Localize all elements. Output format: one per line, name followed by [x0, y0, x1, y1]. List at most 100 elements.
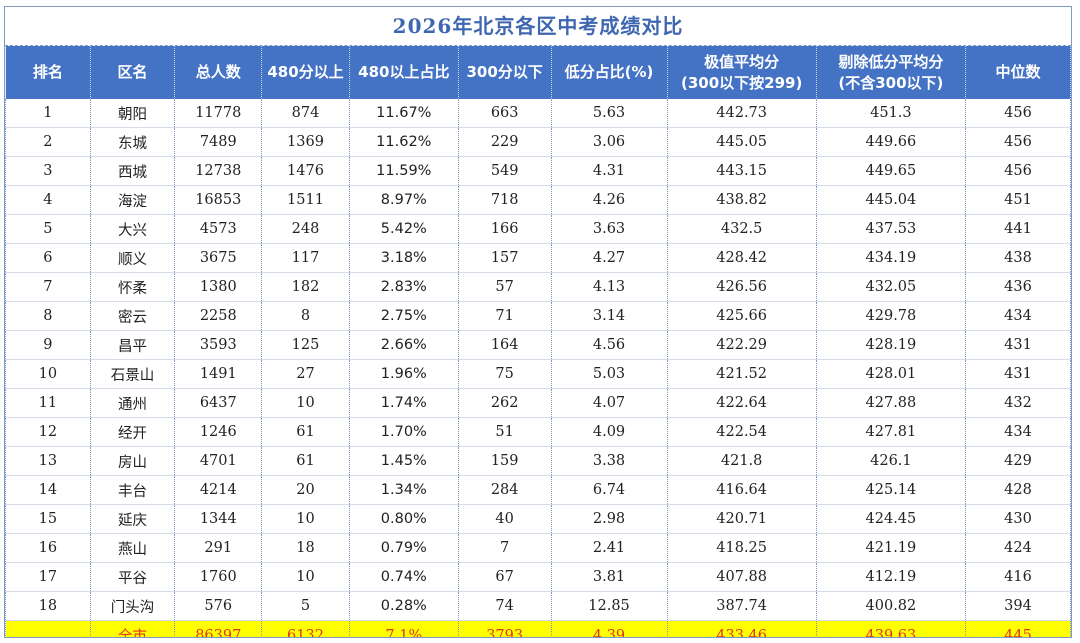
table-cell: 456 — [965, 99, 1071, 128]
table-cell: 427.88 — [815, 388, 967, 418]
table-cell: 75 — [457, 359, 552, 389]
table-row[interactable]: 9 昌平 3593 125 2.66% 164 4.56 422.29 428.19 431 — [5, 330, 1071, 360]
column-header[interactable]: 480以上占比 — [348, 46, 459, 99]
table-cell: 1.45% — [348, 446, 459, 476]
table-cell: 16853 — [174, 185, 263, 215]
column-header[interactable]: 480分以上 — [261, 46, 350, 99]
table-cell: 10 — [5, 359, 91, 389]
table-row[interactable]: 17 平谷 1760 10 0.74% 67 3.81 407.88 412.19 416 — [5, 562, 1071, 592]
table-cell: 14 — [5, 475, 91, 505]
table-cell: 3.14 — [550, 301, 668, 331]
table-cell: 182 — [261, 272, 350, 302]
table-cell: 387.74 — [666, 591, 817, 621]
table-cell: 4.07 — [550, 388, 668, 418]
column-header[interactable]: 中位数 — [965, 46, 1071, 99]
table-cell: 432.5 — [666, 214, 817, 244]
total-cell: 445 — [965, 620, 1071, 637]
table-cell: 7 — [457, 533, 552, 563]
total-cell — [5, 620, 91, 637]
table-cell: 40 — [457, 504, 552, 534]
table-cell: 394 — [965, 591, 1071, 621]
table-cell: 1.70% — [348, 417, 459, 447]
table-cell: 421.8 — [666, 446, 817, 476]
column-header[interactable]: 排名 — [5, 46, 91, 99]
table-cell: 422.29 — [666, 330, 817, 360]
column-header[interactable]: 剔除低分平均分 (不含300以下) — [815, 46, 967, 99]
table-row[interactable]: 11 通州 6437 10 1.74% 262 4.07 422.64 427.88 432 — [5, 388, 1071, 418]
total-cell: 433.46 — [666, 620, 817, 637]
table-cell: 441 — [965, 214, 1071, 244]
table-cell: 428.01 — [815, 359, 967, 389]
column-header[interactable]: 300分以下 — [457, 46, 552, 99]
table-cell: 434 — [965, 301, 1071, 331]
table-cell: 3 — [5, 156, 91, 186]
table-cell: 1476 — [261, 156, 350, 186]
table-row[interactable]: 10 石景山 1491 27 1.96% 75 5.03 421.52 428.01 431 — [5, 359, 1071, 389]
table-cell: 2.66% — [348, 330, 459, 360]
table-cell: 663 — [457, 99, 552, 128]
table-cell: 18 — [261, 533, 350, 563]
total-cell: 4.39 — [550, 620, 668, 637]
table-cell: 431 — [965, 330, 1071, 360]
table-cell: 2 — [5, 127, 91, 157]
table-cell: 443.15 — [666, 156, 817, 186]
total-cell: 86397 — [174, 620, 263, 637]
table-cell: 18 — [5, 591, 91, 621]
table-row[interactable]: 2 东城 7489 1369 11.62% 229 3.06 445.05 449.66 456 — [5, 127, 1071, 157]
table-row[interactable]: 12 经开 1246 61 1.70% 51 4.09 422.54 427.81 434 — [5, 417, 1071, 447]
score-table: 排名 区名 总人数 480分以上 480以上占比 300分以下 低分占比(%) 极值平均分 (3… — [5, 46, 1071, 637]
table-row[interactable]: 18 门头沟 576 5 0.28% 74 12.85 387.74 400.82 394 — [5, 591, 1071, 621]
table-cell: 5.03 — [550, 359, 668, 389]
table-cell: 1246 — [174, 417, 263, 447]
table-cell: 422.64 — [666, 388, 817, 418]
table-cell: 61 — [261, 446, 350, 476]
total-row[interactable]: 全市 86397 6132 7.1% 3793 4.39 433.46 439.63 445 — [5, 620, 1071, 637]
column-header[interactable]: 极值平均分 (300以下按299) — [666, 46, 817, 99]
table-cell: 3.18% — [348, 243, 459, 273]
column-header[interactable]: 区名 — [89, 46, 176, 99]
table-cell: 438 — [965, 243, 1071, 273]
table-row[interactable]: 16 燕山 291 18 0.79% 7 2.41 418.25 421.19 424 — [5, 533, 1071, 563]
table-cell: 东城 — [89, 127, 176, 157]
table-cell: 8 — [5, 301, 91, 331]
table-cell: 延庆 — [89, 504, 176, 534]
table-row[interactable]: 6 顺义 3675 117 3.18% 157 4.27 428.42 434.19 438 — [5, 243, 1071, 273]
table-row[interactable]: 1 朝阳 11778 874 11.67% 663 5.63 442.73 451.3 456 — [5, 99, 1071, 128]
table-cell: 445.04 — [815, 185, 967, 215]
table-row[interactable]: 4 海淀 16853 1511 8.97% 718 4.26 438.82 445.04 451 — [5, 185, 1071, 215]
table-cell: 石景山 — [89, 359, 176, 389]
table-cell: 平谷 — [89, 562, 176, 592]
table-row[interactable]: 8 密云 2258 8 2.75% 71 3.14 425.66 429.78 434 — [5, 301, 1071, 331]
table-row[interactable]: 13 房山 4701 61 1.45% 159 3.38 421.8 426.1 429 — [5, 446, 1071, 476]
table-cell: 428 — [965, 475, 1071, 505]
table-cell: 4701 — [174, 446, 263, 476]
table-row[interactable]: 3 西城 12738 1476 11.59% 549 4.31 443.15 449.65 456 — [5, 156, 1071, 186]
column-header[interactable]: 总人数 — [174, 46, 263, 99]
table-cell: 57 — [457, 272, 552, 302]
column-header-label: 剔除低分平均分 — [838, 52, 944, 71]
table-cell: 5 — [261, 591, 350, 621]
table-row[interactable]: 7 怀柔 1380 182 2.83% 57 4.13 426.56 432.05 436 — [5, 272, 1071, 302]
score-table-sheet: 2026年北京各区中考成绩对比 排名 区名 总人数 480分以上 480以上占比 300分… — [4, 6, 1072, 638]
table-cell: 房山 — [89, 446, 176, 476]
table-row[interactable]: 5 大兴 4573 248 5.42% 166 3.63 432.5 437.53 441 — [5, 214, 1071, 244]
table-cell: 576 — [174, 591, 263, 621]
table-cell: 434.19 — [815, 243, 967, 273]
table-cell: 4214 — [174, 475, 263, 505]
table-cell: 429.78 — [815, 301, 967, 331]
table-cell: 428.19 — [815, 330, 967, 360]
table-cell: 436 — [965, 272, 1071, 302]
table-cell: 291 — [174, 533, 263, 563]
table-cell: 怀柔 — [89, 272, 176, 302]
table-row[interactable]: 14 丰台 4214 20 1.34% 284 6.74 416.64 425.14 428 — [5, 475, 1071, 505]
table-cell: 425.14 — [815, 475, 967, 505]
column-header[interactable]: 低分占比(%) — [550, 46, 668, 99]
table-cell: 1.74% — [348, 388, 459, 418]
table-cell: 6.74 — [550, 475, 668, 505]
table-row[interactable]: 15 延庆 1344 10 0.80% 40 2.98 420.71 424.45 430 — [5, 504, 1071, 534]
table-cell: 425.66 — [666, 301, 817, 331]
table-cell: 0.80% — [348, 504, 459, 534]
table-cell: 418.25 — [666, 533, 817, 563]
table-cell: 10 — [261, 562, 350, 592]
column-header-label: 排名 — [32, 63, 63, 81]
